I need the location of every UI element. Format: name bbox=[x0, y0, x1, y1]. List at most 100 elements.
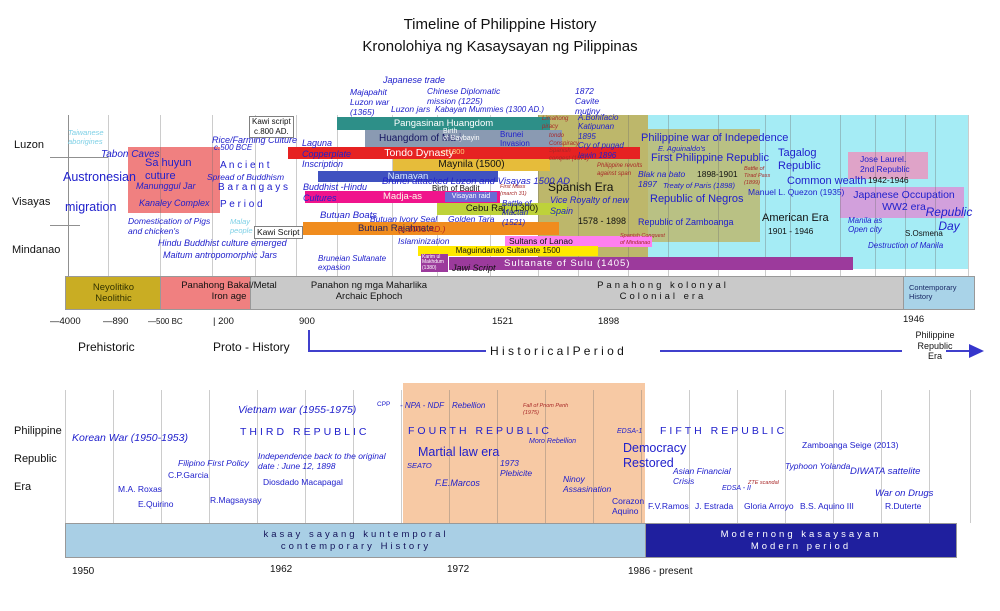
tick--4000: —4000 bbox=[50, 316, 81, 327]
label-spanish-era: Spanish Era bbox=[548, 180, 614, 194]
bar-maynila: Maynila (1500) bbox=[393, 159, 550, 171]
label-independence-date: Independence back to the original date :… bbox=[258, 451, 386, 472]
gridline bbox=[161, 390, 162, 523]
label-manila-open-city: Manila as Open city bbox=[848, 216, 883, 235]
page-title: Timeline of Philippine History bbox=[403, 16, 597, 33]
label-rebellion: Rebellion bbox=[452, 401, 486, 410]
label-austronesian: Austronesian bbox=[63, 170, 136, 184]
label-ninoy-assasination: Ninoy Assasination bbox=[563, 474, 612, 495]
label-laguna-copperplate: Laguna Copperplate Inscription bbox=[302, 138, 352, 170]
gridline bbox=[790, 115, 791, 276]
label-tondo-conspiracy: tondo Conspiracy Spanish conqest (1571) bbox=[549, 133, 590, 162]
gridline bbox=[668, 115, 669, 276]
gridline bbox=[65, 390, 66, 523]
label-filipino-first-policy: Filipino First Policy bbox=[178, 458, 249, 468]
label-ancient: A n c i e n t bbox=[220, 160, 270, 171]
tick-1950: 1950 bbox=[72, 566, 95, 577]
label-jose-laurel: Jose Laurel. 2nd Republic bbox=[860, 154, 910, 175]
label-war-on-drugs: War on Drugs bbox=[875, 488, 934, 499]
label-philippine-war-independence: Philippine war of Indepedence bbox=[641, 132, 789, 144]
period-line-2 bbox=[660, 350, 902, 352]
label-tabon-caves: Tabon Caves bbox=[101, 149, 160, 160]
label-barangays: B a r a n g a y s bbox=[218, 182, 289, 193]
label-japanese-trade: Japanese trade bbox=[383, 75, 446, 85]
label-j-estrada: J. Estrada bbox=[695, 501, 734, 511]
label-1578-1898: 1578 - 1898 bbox=[578, 216, 627, 226]
tick--890: —890 bbox=[103, 316, 129, 327]
label-hindu-buddhist: Hindu Buddhist culture emerged bbox=[158, 238, 287, 248]
band-modernong-kasaysayan: Modernong kasaysayan Modern period bbox=[645, 523, 957, 558]
label-butuan-ivory-seal: Butuan Ivory Seal bbox=[370, 214, 438, 224]
region-martial-law-peach bbox=[403, 383, 645, 523]
label-kanaley-complex: Kanaley Complex bbox=[139, 198, 210, 208]
label-colonial-era: Panahong kolonyal Colonial era bbox=[597, 280, 729, 303]
label-aguinaldo: E. Aguinaldo's bbox=[658, 144, 706, 153]
label-c1300: c.1300 bbox=[442, 147, 465, 156]
label-bonifacio-katipunan: A.Bonifacio Katipunan 1895 Cry of pugad … bbox=[578, 113, 624, 160]
gridline bbox=[212, 115, 213, 276]
label-birth-of-baybayin: Birth of Baybayin bbox=[443, 128, 480, 143]
bar-pangasinan-huangdom: Pangasinan Huangdom bbox=[337, 117, 550, 130]
label-prehistoric: Prehistoric bbox=[78, 340, 135, 354]
gridline bbox=[968, 115, 969, 276]
label-spread-of-buddhism: Spread of Buddhism bbox=[207, 172, 285, 182]
gridline bbox=[905, 115, 906, 276]
tick-200: | 200 bbox=[213, 316, 234, 327]
gridline bbox=[970, 390, 971, 523]
label-s-osmena: S.Osmena bbox=[905, 229, 943, 238]
label-martial-law-era: Martial law era bbox=[418, 445, 500, 459]
axis-line-left bbox=[68, 115, 69, 276]
label-cpp: CPP bbox=[377, 401, 391, 408]
gridline bbox=[785, 390, 786, 523]
gridline bbox=[257, 390, 258, 523]
row-label-visayas: Visayas bbox=[12, 196, 51, 208]
label-diosdado-macapagal: Diosdado Macapagal bbox=[263, 477, 343, 487]
gridline bbox=[108, 115, 109, 276]
label-fourth-republic: FOURTH REPUBLIC bbox=[408, 425, 552, 437]
label-asian-financial-crisis: Asian Financial Crisis bbox=[673, 466, 731, 487]
label-republic-day: Republic Day bbox=[925, 205, 973, 234]
label-tagalog-republic: Tagalog Republic bbox=[778, 147, 821, 172]
label-historical-period: H i s t o r i c a l P e r i o d bbox=[490, 344, 624, 358]
gridline bbox=[578, 115, 579, 276]
tick-1521: 1521 bbox=[492, 316, 514, 327]
bracket-vertical bbox=[308, 330, 310, 352]
label-ma-roxas: M.A. Roxas bbox=[118, 484, 162, 494]
bar-namayan: Namayan bbox=[318, 171, 498, 182]
bar-karim-ul-makhdum bbox=[421, 254, 448, 272]
label-treaty-of-paris: Treaty of Paris (1898) bbox=[663, 181, 735, 190]
label-kabayan-mummies: Kabayan Mummies (1300 AD.) bbox=[435, 105, 545, 114]
label-commonwealth: Common wealth bbox=[787, 175, 867, 187]
label-bottom-republic: Republic bbox=[14, 453, 57, 465]
label-philippine-revolts: Philippine revolts against span bbox=[597, 163, 643, 177]
tick--500bc: —500 BC bbox=[148, 317, 183, 326]
label-c500-bce: c.500 BCE bbox=[214, 143, 253, 152]
label-brunei-attacked: Brunei attacked Luzon and Visayas 1500 A… bbox=[382, 176, 571, 187]
label-luzon-jars: Luzon jars bbox=[391, 104, 431, 114]
label-fv-ramos: F.V.Ramos bbox=[648, 501, 689, 511]
gridline bbox=[160, 115, 161, 276]
gridline bbox=[881, 390, 882, 523]
tick-1946: 1946 bbox=[903, 314, 925, 325]
gridline bbox=[209, 390, 210, 523]
label-npa-ndf: - NPA - NDF bbox=[400, 401, 444, 410]
label-republic-of-zamboanga: Republic of Zamboanga bbox=[638, 217, 734, 227]
label-democracy-restored: Democracy Restored bbox=[623, 441, 687, 470]
row-label-luzon: Luzon bbox=[14, 139, 44, 151]
bar-tondo-dynasty: Tondo Dynasty bbox=[288, 147, 640, 159]
label-vice-royalty: Vice Royalty of new Spain bbox=[550, 195, 629, 216]
region-sa-huyun-box bbox=[128, 147, 220, 213]
row-separator-1 bbox=[50, 157, 108, 158]
label-american-era: American Era bbox=[762, 212, 829, 224]
label-first-philippine-republic: First Philippine Republic bbox=[651, 152, 769, 164]
tick-1898: 1898 bbox=[598, 316, 620, 327]
bar-sultans-of-lanao: Sultans of Lanao bbox=[505, 236, 652, 247]
label-archaic-epoch: Panahon ng mga Maharlika Archaic Ephoch bbox=[310, 280, 428, 303]
gridline bbox=[353, 390, 354, 523]
label-golden-tara: Golden Tara bbox=[448, 214, 495, 224]
label-brunei-invasion: Brunei Invasion bbox=[500, 130, 530, 149]
tick-1962: 1962 bbox=[270, 564, 293, 575]
band-contemporary-history: Contemporary History bbox=[903, 276, 975, 310]
bar-sultanate-of-sulu: Sultanate of Sulu (1405) bbox=[449, 257, 853, 270]
